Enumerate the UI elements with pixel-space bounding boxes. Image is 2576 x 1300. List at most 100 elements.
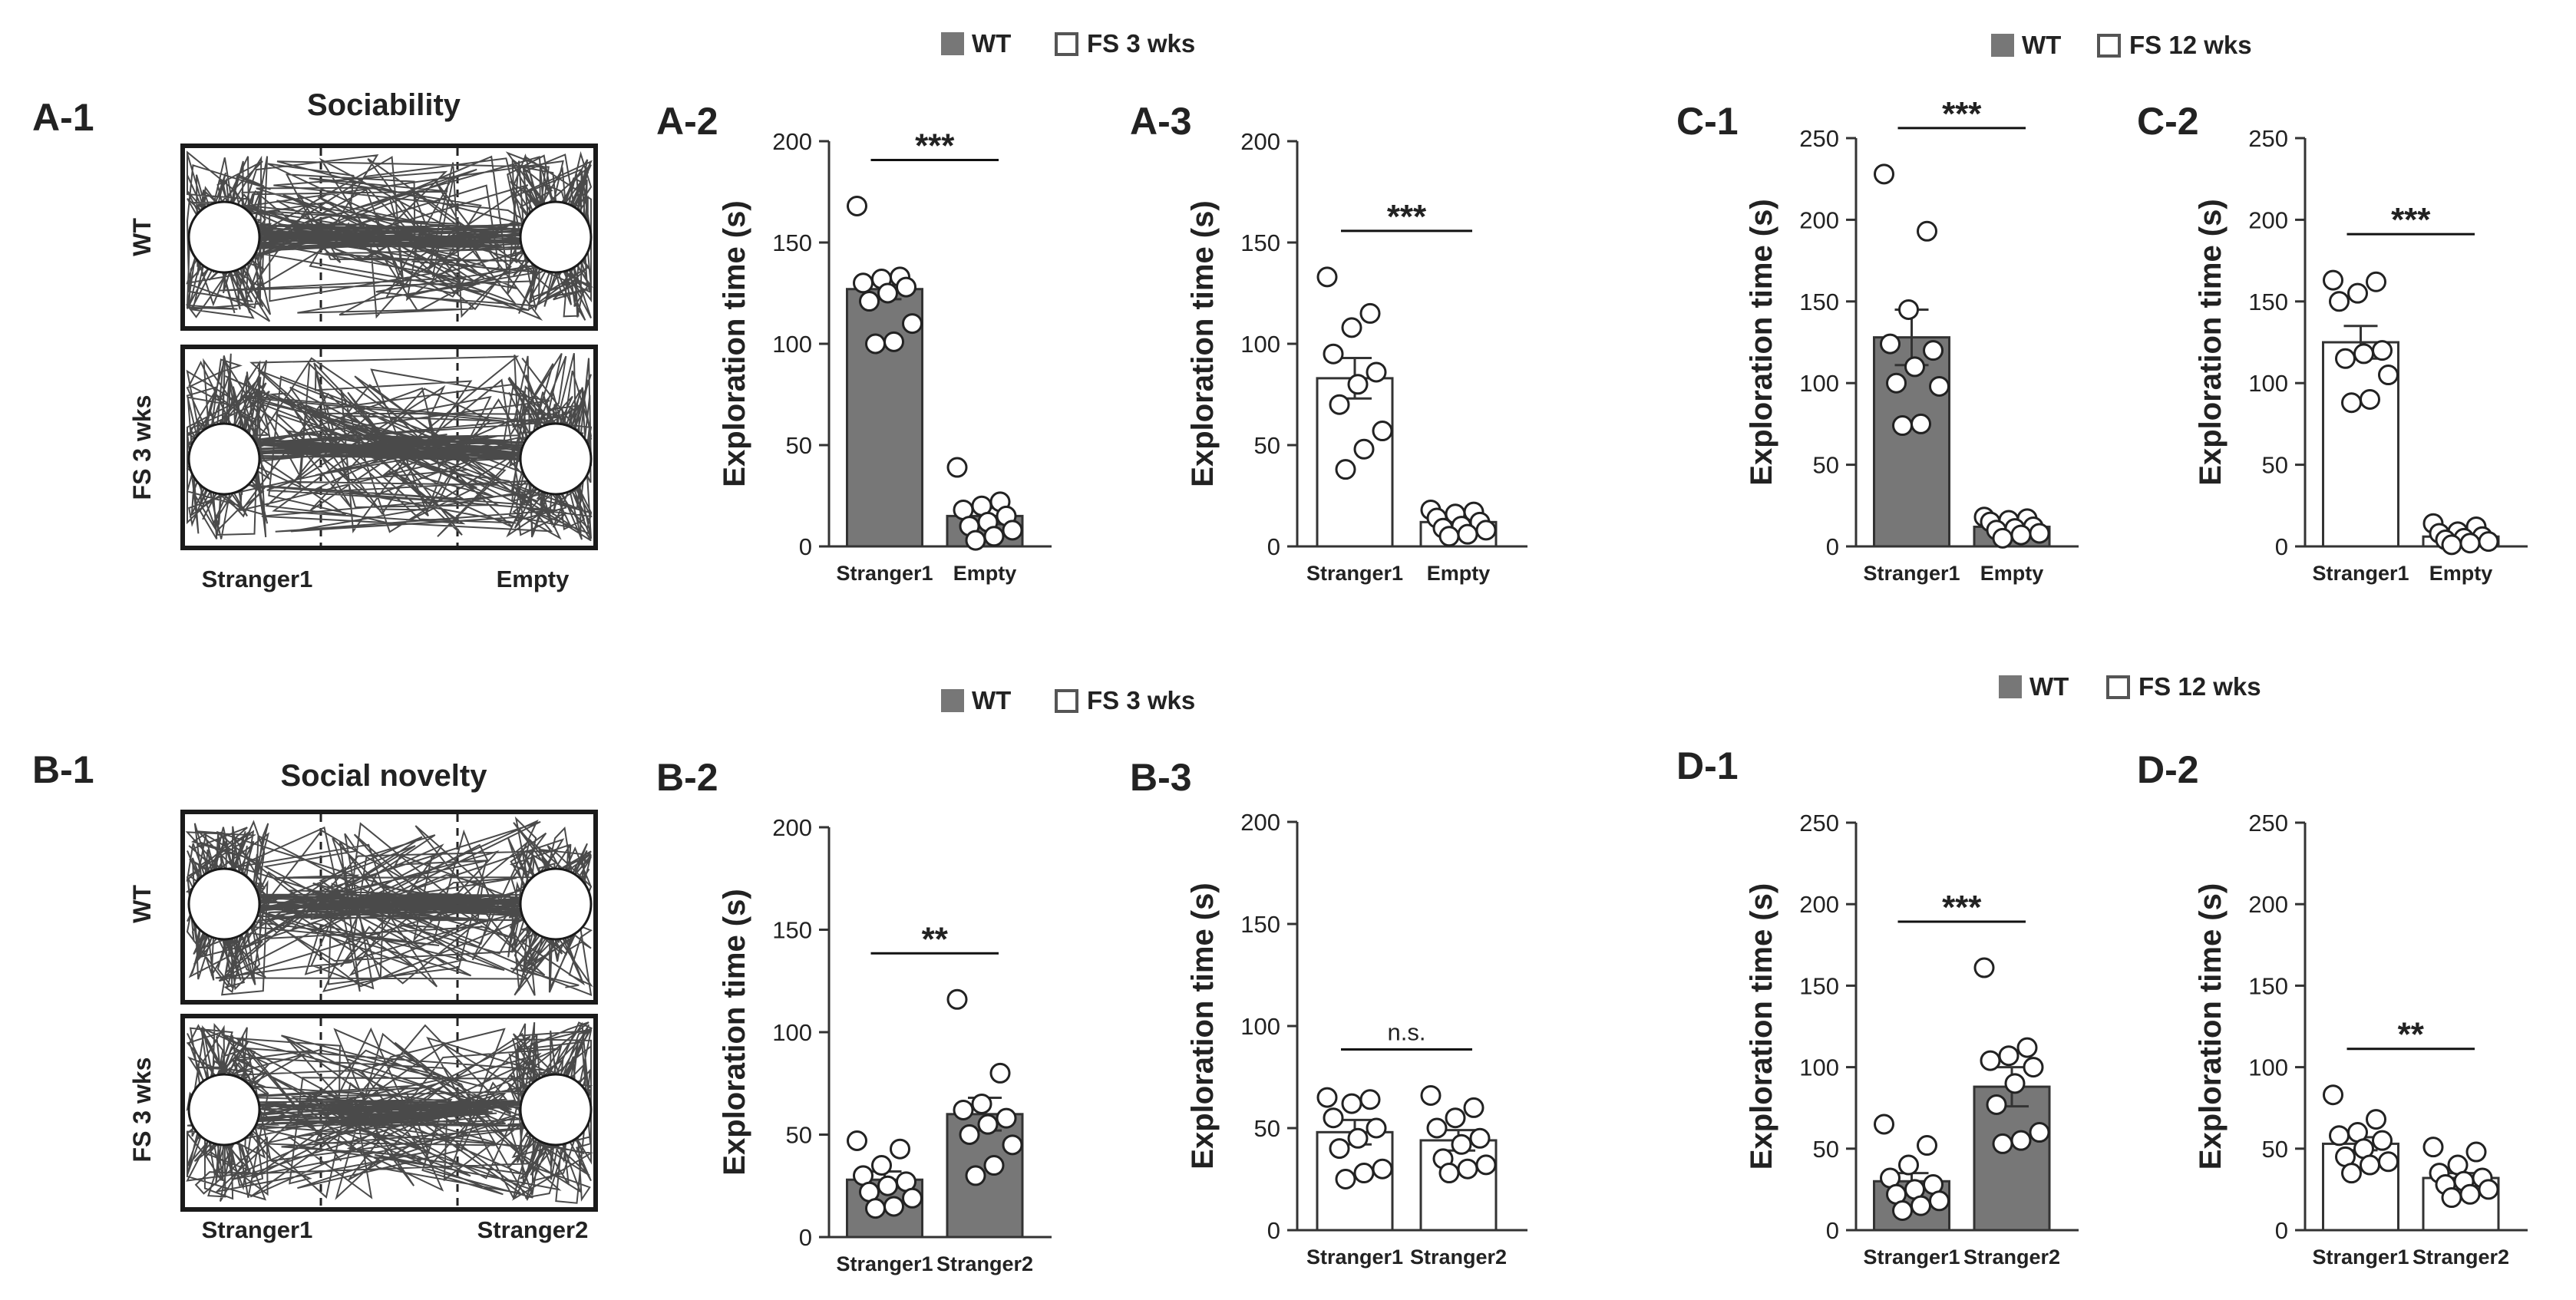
data-point <box>2341 392 2362 414</box>
data-point <box>2341 1163 2362 1184</box>
data-point <box>1874 1114 1894 1135</box>
data-point <box>1316 1087 1338 1108</box>
data-point <box>1420 1084 1442 1106</box>
data-point <box>2459 533 2481 554</box>
data-point <box>1898 1154 1919 1176</box>
significance-label: n.s. <box>1388 1018 1426 1045</box>
track-segment <box>212 819 565 993</box>
y-tick-label: 0 <box>1826 1217 1839 1244</box>
data-point <box>877 1175 898 1196</box>
y-tick-label: 100 <box>1799 1054 1839 1081</box>
data-point <box>1347 1127 1369 1149</box>
data-point <box>853 272 874 294</box>
data-point <box>1457 1158 1478 1180</box>
data-point <box>996 1107 1017 1129</box>
y-axis-title: Exploration time (s) <box>718 200 751 487</box>
data-point <box>865 1198 886 1219</box>
data-point <box>1998 1045 2020 1067</box>
data-point <box>2478 531 2499 553</box>
y-tick-label: 200 <box>1240 128 1280 155</box>
y-tick-label: 200 <box>1240 809 1280 836</box>
data-point <box>1911 1195 1931 1216</box>
significance-label: *** <box>1387 198 1427 236</box>
chart-c2: C-2 0 50 100 150 200 250 Exploration time (s) St… <box>2137 100 2528 585</box>
data-point <box>1874 163 1894 185</box>
y-tick-label: 50 <box>1813 1136 1839 1163</box>
chart-a3: A-3 0 50 100 150 200 Exploration time (s) Stran… <box>1130 100 1527 585</box>
y-tick-label: 150 <box>2248 289 2288 315</box>
data-point <box>1341 1093 1362 1114</box>
legend-top-left: WT FS 3 wks <box>941 29 1195 58</box>
data-point <box>953 1099 974 1120</box>
legend-label-fs: FS 12 wks <box>2129 31 2252 59</box>
x-category-label: Stranger2 <box>936 1252 1033 1275</box>
x-category-label: Empty <box>953 562 1017 585</box>
x-category-label: Empty <box>2429 562 2493 585</box>
data-point <box>2459 1183 2481 1205</box>
data-point <box>2360 388 2380 410</box>
significance-label: ** <box>2398 1016 2425 1054</box>
chart-b2: B-2 0 50 100 150 200 Exploration time (s) Stran… <box>656 756 1052 1275</box>
maze-a1-fs <box>180 345 598 550</box>
panel-label: B-3 <box>1130 756 1192 799</box>
y-tick-label: 250 <box>2248 125 2288 152</box>
data-point <box>983 526 1005 547</box>
legend-label-fs: FS 3 wks <box>1087 686 1195 714</box>
panel-label: A-3 <box>1130 100 1192 143</box>
significance-label: *** <box>1942 889 1982 926</box>
data-point <box>2029 1122 2050 1143</box>
panel-title-social-novelty: Social novelty <box>281 759 488 793</box>
data-point <box>959 1124 980 1145</box>
x-category-label: Stranger2 <box>1963 1246 2060 1269</box>
data-point <box>2422 1137 2444 1158</box>
data-point <box>2366 271 2386 292</box>
data-point <box>2372 1130 2393 1151</box>
x-category-label: Stranger1 <box>1863 1246 1960 1269</box>
data-point <box>896 276 916 298</box>
x-category-label: Stranger1 <box>2312 562 2409 585</box>
data-point <box>1886 372 1907 394</box>
y-axis-title: Exploration time (s) <box>1745 199 1778 485</box>
y-tick-label: 50 <box>786 432 812 459</box>
maze-b1-row-wt: WT <box>128 885 156 923</box>
panel-label-a1: A-1 <box>32 96 94 139</box>
cup-right <box>519 867 593 941</box>
chart-d1: D-1 0 50 100 150 200 250 Exploration time (s) St… <box>1676 744 2079 1269</box>
significance-label: ** <box>922 920 949 958</box>
data-point <box>1892 1200 1913 1222</box>
data-point <box>2016 1037 2038 1058</box>
data-point <box>1923 340 1944 361</box>
data-point <box>1353 438 1375 460</box>
data-point <box>2478 1179 2499 1200</box>
y-tick-label: 50 <box>1254 432 1280 459</box>
x-category-label: Stranger1 <box>836 562 933 585</box>
data-point <box>1366 361 1387 383</box>
y-tick-label: 100 <box>772 1019 812 1046</box>
legend-bottom-left: WT FS 3 wks <box>941 686 1195 714</box>
data-point <box>1445 1107 1466 1129</box>
data-point <box>1323 1107 1344 1129</box>
data-point <box>883 331 904 352</box>
data-point <box>1359 1089 1381 1110</box>
legend-swatch-wt <box>941 32 964 55</box>
data-point <box>865 333 886 355</box>
legend-bottom-right: WT FS 12 wks <box>1999 672 2261 701</box>
y-tick-label: 50 <box>786 1122 812 1149</box>
y-tick-label: 250 <box>2248 810 2288 836</box>
panel-label: D-2 <box>2137 748 2199 791</box>
y-tick-label: 150 <box>1240 911 1280 938</box>
maze-a1-row-fs: FS 3 wks <box>128 395 156 500</box>
data-point <box>946 988 968 1010</box>
track-segment <box>206 433 572 462</box>
y-tick-label: 150 <box>772 917 812 944</box>
maze-a1-left-label: Stranger1 <box>202 566 313 592</box>
panel-label-b1: B-1 <box>32 748 94 791</box>
y-tick-label: 200 <box>2248 206 2288 233</box>
y-tick-label: 100 <box>1240 1013 1280 1040</box>
x-category-label: Stranger1 <box>2312 1246 2409 1269</box>
data-point <box>2372 340 2393 361</box>
data-point <box>1335 1169 1356 1189</box>
data-point <box>2323 269 2343 291</box>
data-point <box>2378 365 2399 386</box>
y-tick-label: 0 <box>1267 533 1280 560</box>
